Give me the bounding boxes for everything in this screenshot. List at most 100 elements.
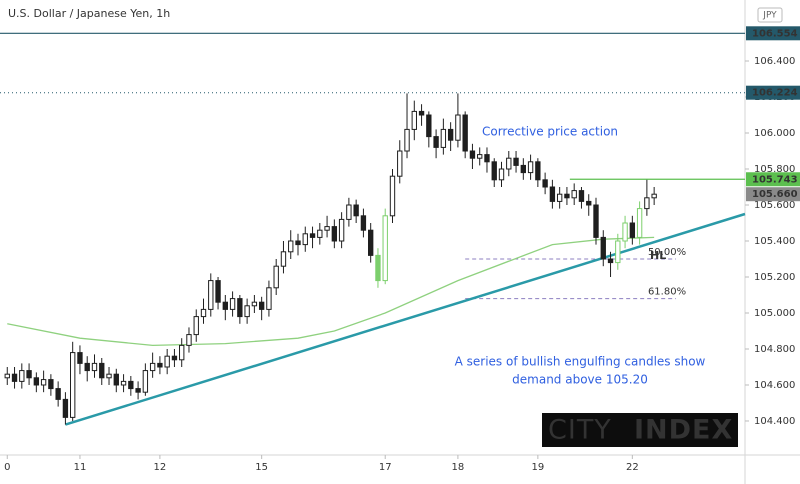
candle-body — [600, 236, 606, 260]
moving-average — [7, 236, 655, 347]
x-tick-label: 0 — [4, 462, 10, 473]
y-tick-label: 105.400 — [754, 236, 795, 247]
hl-label: HL — [650, 249, 666, 262]
candle-body — [4, 373, 10, 379]
candle-body — [171, 355, 178, 361]
candle-body — [19, 370, 25, 382]
level-box — [746, 172, 800, 187]
candle-body — [338, 218, 345, 242]
fib-label: 50.00% — [648, 247, 686, 258]
x-tick-label: 17 — [379, 462, 392, 473]
candle-body — [164, 355, 170, 368]
y-tick-label: 104.600 — [754, 380, 795, 391]
annotation: Corrective price action — [482, 125, 618, 139]
candle-body — [280, 251, 287, 267]
candle-body — [215, 280, 221, 303]
candle-body — [615, 240, 621, 264]
candle-body — [120, 380, 127, 386]
candle-body — [62, 398, 69, 418]
candle-body — [258, 301, 265, 310]
candle-body — [273, 265, 279, 289]
candle-body — [324, 226, 330, 231]
candle-body — [564, 193, 570, 199]
candle-body — [556, 193, 563, 202]
level-box — [746, 187, 800, 202]
candle-body — [266, 287, 272, 310]
level-box — [746, 26, 800, 41]
candle-body — [397, 150, 403, 177]
x-tick-label: 12 — [154, 462, 167, 473]
y-tick-label: 105.000 — [754, 308, 795, 319]
candle-body — [99, 362, 105, 379]
level-label: 106.554 — [752, 28, 798, 39]
candle-body — [302, 233, 308, 246]
candle-body — [288, 240, 294, 253]
candle-body — [382, 215, 388, 282]
candle-body — [106, 373, 112, 379]
candle-body — [142, 370, 149, 393]
candle-body — [622, 222, 628, 242]
candle-body — [40, 379, 47, 386]
x-tick-label: 15 — [255, 462, 268, 473]
candle-body — [317, 229, 323, 238]
candle-body — [346, 204, 352, 220]
y-tick-label: 105.600 — [754, 200, 795, 211]
candle-body — [11, 373, 18, 382]
candle-body — [636, 208, 643, 238]
candle-body — [237, 298, 243, 318]
level-label: 106.224 — [752, 88, 798, 99]
candle-body — [360, 215, 367, 231]
logo-right: INDEX — [634, 415, 733, 446]
y-tick-label: 104.800 — [754, 344, 795, 355]
currency-badge — [757, 7, 783, 23]
candle-body — [200, 308, 207, 318]
candle-body — [477, 154, 483, 159]
candle-body — [157, 362, 163, 368]
candle-body — [179, 344, 185, 361]
currency-label: JPY — [762, 11, 777, 21]
fib-label: 61.80% — [648, 287, 686, 298]
x-tick-label: 11 — [74, 462, 87, 473]
candle-body — [208, 280, 214, 310]
y-tick-label: 106.000 — [754, 128, 795, 139]
candle-body — [222, 301, 228, 310]
candle-body — [644, 197, 650, 210]
candle-body — [375, 254, 381, 282]
candle-body — [491, 161, 497, 181]
candle-body — [149, 362, 156, 372]
logo-box — [542, 413, 738, 447]
x-tick-label: 18 — [452, 462, 465, 473]
candle-body — [186, 334, 192, 346]
y-tick-label: 106.400 — [754, 56, 795, 67]
y-tick-label: 105.200 — [754, 272, 795, 283]
candle-body — [353, 204, 359, 217]
y-tick-label: 105.800 — [754, 164, 795, 175]
candle-body — [84, 362, 90, 372]
candle-body — [418, 110, 425, 116]
candle-body — [571, 190, 577, 199]
candle-body — [447, 128, 454, 141]
candle-body — [309, 233, 316, 238]
candle-body — [368, 229, 374, 256]
candle-body — [48, 379, 54, 390]
candle-body — [593, 204, 599, 238]
candle-body — [469, 150, 476, 159]
candle-body — [411, 110, 417, 130]
candle-body — [535, 161, 541, 181]
candle-body — [586, 200, 592, 206]
candle-body — [440, 128, 447, 148]
logo-left: CITY — [548, 415, 612, 446]
candle-body — [251, 301, 258, 307]
candle-body — [549, 186, 556, 202]
level-label: 105.660 — [752, 189, 798, 200]
annotation: demand above 105.20 — [512, 373, 648, 387]
candle-body — [70, 352, 76, 418]
x-tick-label: 19 — [531, 462, 544, 473]
candle-body — [513, 157, 519, 166]
candle-body — [426, 114, 432, 138]
candle-body — [404, 128, 410, 152]
candle-body — [498, 168, 505, 181]
candle-body — [331, 226, 338, 242]
